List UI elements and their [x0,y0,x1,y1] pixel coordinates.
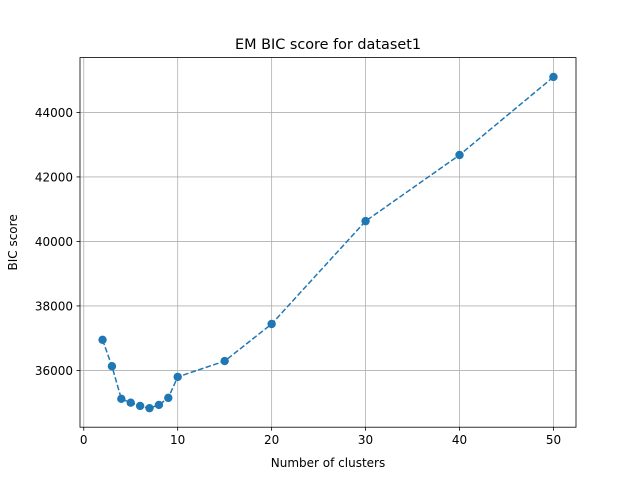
y-tick-label: 36000 [35,364,73,378]
y-axis-label: BIC score [6,214,20,270]
tick-layer: 0 10 20 30 40 50 36000 38000 40000 42000 44000 [35,106,561,447]
x-tick-label: 30 [358,433,373,447]
data-point [107,362,117,371]
data-point [455,150,464,160]
data-point [126,398,135,407]
y-tick-label: 44000 [35,106,73,120]
x-tick-label: 0 [80,433,88,447]
data-point [164,393,173,403]
data-point [549,72,558,82]
x-tick-label: 50 [546,433,561,447]
chart-title: EM BIC score for dataset1 [235,37,421,53]
y-tick-label: 42000 [35,170,73,184]
x-tick-label: 10 [170,433,185,447]
series-layer [98,72,558,413]
data-point [154,400,164,410]
data-point [117,394,126,404]
plot-frame [79,57,577,428]
data-point [267,319,276,329]
x-tick-label: 20 [264,433,279,447]
y-tick-label: 38000 [35,299,73,313]
data-point [135,401,145,411]
grid [80,57,576,428]
data-point [173,372,182,382]
data-point [361,216,370,226]
data-point [220,356,229,366]
y-tick-label: 40000 [35,235,73,249]
x-axis-label: Number of clusters [271,456,385,470]
data-point [98,335,107,344]
data-point [145,403,154,413]
x-tick-label: 40 [452,433,467,447]
